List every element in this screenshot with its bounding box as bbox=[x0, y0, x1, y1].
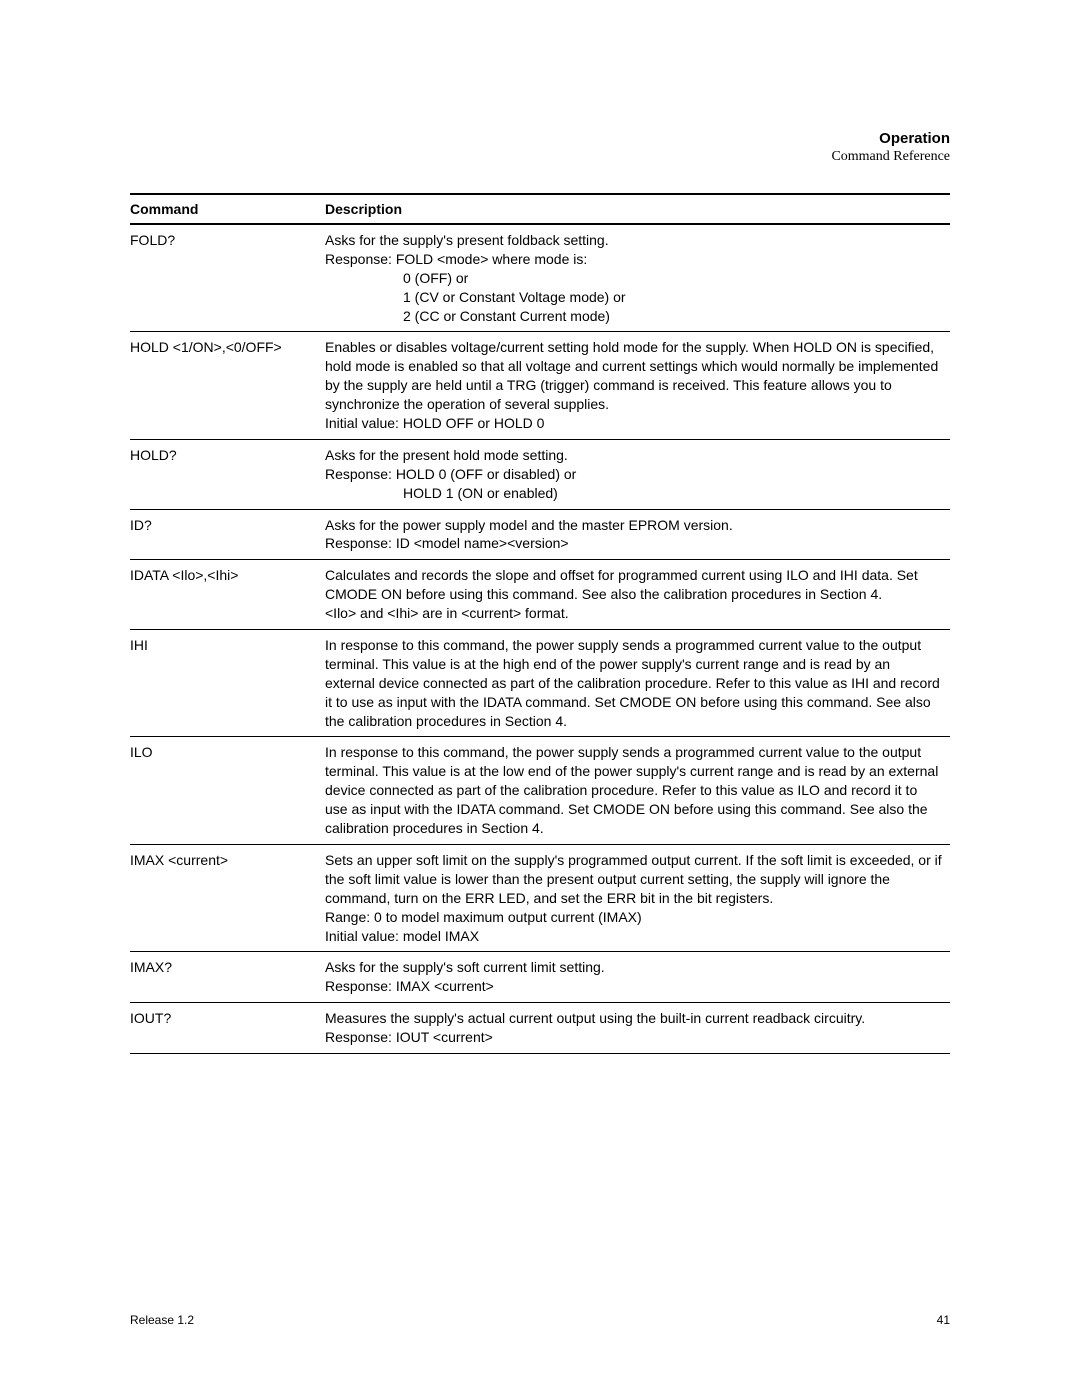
header-title: Operation bbox=[130, 130, 950, 147]
desc-main: Asks for the supply's soft current limit… bbox=[325, 959, 605, 994]
command-reference-table: Command Description FOLD?Asks for the su… bbox=[130, 193, 950, 1054]
table-row: IOUT?Measures the supply's actual curren… bbox=[130, 1003, 950, 1054]
table-row: FOLD?Asks for the supply's present foldb… bbox=[130, 224, 950, 332]
cell-command: IDATA <Ilo>,<Ihi> bbox=[130, 560, 325, 630]
desc-main: Enables or disables voltage/current sett… bbox=[325, 339, 938, 431]
desc-main: Asks for the present hold mode setting. … bbox=[325, 447, 576, 482]
cell-description: Calculates and records the slope and off… bbox=[325, 560, 950, 630]
col-header-command: Command bbox=[130, 194, 325, 224]
cell-description: Asks for the supply's soft current limit… bbox=[325, 952, 950, 1003]
cell-description: Asks for the present hold mode setting. … bbox=[325, 439, 950, 509]
cell-command: FOLD? bbox=[130, 224, 325, 332]
table-row: ILOIn response to this command, the powe… bbox=[130, 737, 950, 844]
table-row: IMAX?Asks for the supply's soft current … bbox=[130, 952, 950, 1003]
cell-command: HOLD? bbox=[130, 439, 325, 509]
footer-release: Release 1.2 bbox=[130, 1313, 194, 1327]
desc-main: In response to this command, the power s… bbox=[325, 744, 938, 836]
page-footer: Release 1.2 41 bbox=[130, 1313, 950, 1327]
table-row: ID?Asks for the power supply model and t… bbox=[130, 509, 950, 560]
cell-command: IHI bbox=[130, 630, 325, 737]
desc-main: Asks for the power supply model and the … bbox=[325, 517, 733, 552]
table-body: FOLD?Asks for the supply's present foldb… bbox=[130, 224, 950, 1053]
page-header: Operation Command Reference bbox=[130, 130, 950, 165]
cell-description: In response to this command, the power s… bbox=[325, 737, 950, 844]
header-subtitle: Command Reference bbox=[130, 149, 950, 165]
desc-main: In response to this command, the power s… bbox=[325, 637, 940, 729]
table-row: IMAX <current>Sets an upper soft limit o… bbox=[130, 844, 950, 951]
desc-indent: 0 (OFF) or 1 (CV or Constant Voltage mod… bbox=[325, 269, 942, 326]
cell-command: IMAX <current> bbox=[130, 844, 325, 951]
desc-main: Calculates and records the slope and off… bbox=[325, 567, 918, 621]
desc-main: Asks for the supply's present foldback s… bbox=[325, 232, 609, 267]
cell-description: Asks for the power supply model and the … bbox=[325, 509, 950, 560]
col-header-description: Description bbox=[325, 194, 950, 224]
cell-command: IOUT? bbox=[130, 1003, 325, 1054]
cell-description: Measures the supply's actual current out… bbox=[325, 1003, 950, 1054]
table-row: IHIIn response to this command, the powe… bbox=[130, 630, 950, 737]
desc-main: Sets an upper soft limit on the supply's… bbox=[325, 852, 942, 944]
table-row: HOLD <1/ON>,<0/OFF>Enables or disables v… bbox=[130, 332, 950, 439]
cell-description: Asks for the supply's present foldback s… bbox=[325, 224, 950, 332]
table-row: IDATA <Ilo>,<Ihi>Calculates and records … bbox=[130, 560, 950, 630]
cell-command: ILO bbox=[130, 737, 325, 844]
desc-indent: HOLD 1 (ON or enabled) bbox=[325, 484, 942, 503]
desc-main: Measures the supply's actual current out… bbox=[325, 1010, 865, 1045]
cell-description: In response to this command, the power s… bbox=[325, 630, 950, 737]
footer-page: 41 bbox=[937, 1313, 950, 1327]
cell-command: IMAX? bbox=[130, 952, 325, 1003]
table-row: HOLD?Asks for the present hold mode sett… bbox=[130, 439, 950, 509]
cell-command: HOLD <1/ON>,<0/OFF> bbox=[130, 332, 325, 439]
cell-command: ID? bbox=[130, 509, 325, 560]
cell-description: Sets an upper soft limit on the supply's… bbox=[325, 844, 950, 951]
cell-description: Enables or disables voltage/current sett… bbox=[325, 332, 950, 439]
